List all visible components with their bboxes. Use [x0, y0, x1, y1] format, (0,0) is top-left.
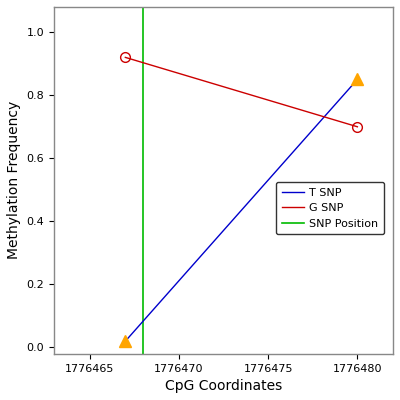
X-axis label: CpG Coordinates: CpG Coordinates [165, 379, 282, 393]
Line: G SNP: G SNP [120, 52, 362, 132]
G SNP [355, 124, 360, 129]
Y-axis label: Methylation Frequency: Methylation Frequency [7, 101, 21, 260]
Line: T SNP: T SNP [120, 74, 363, 347]
G SNP [123, 55, 128, 60]
Legend: T SNP, G SNP, SNP Position: T SNP, G SNP, SNP Position [276, 182, 384, 234]
T SNP [123, 339, 128, 344]
T SNP [355, 77, 360, 82]
